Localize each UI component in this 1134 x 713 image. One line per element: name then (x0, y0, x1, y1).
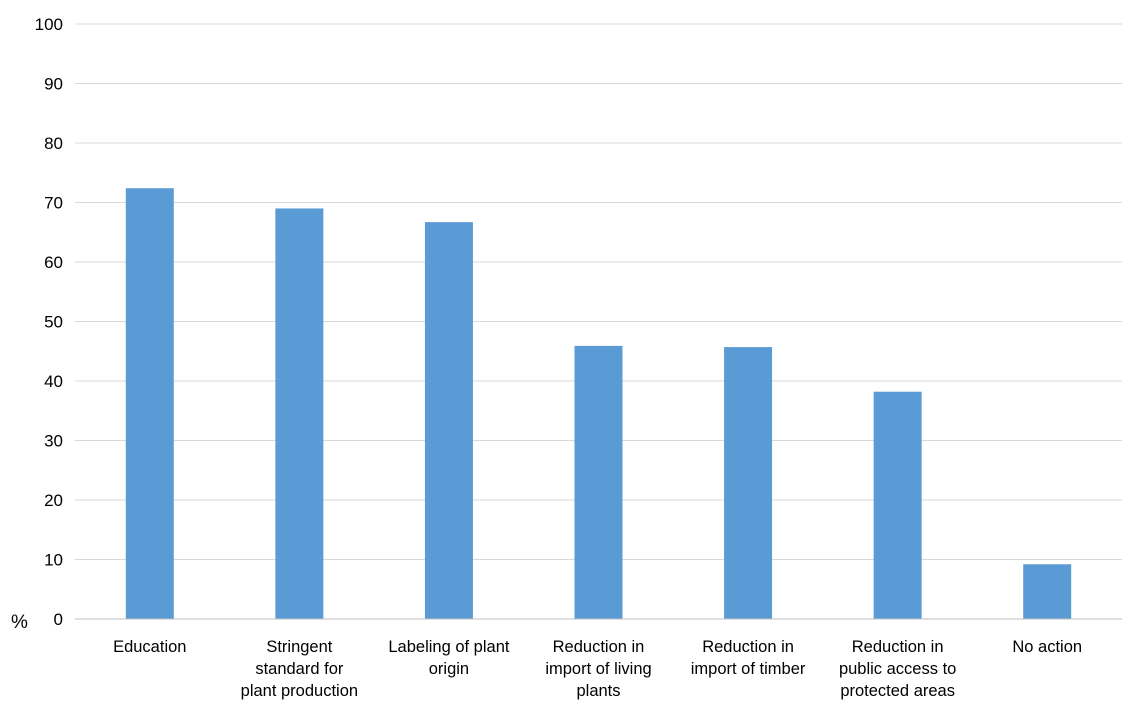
y-tick-label: 60 (44, 253, 63, 272)
x-category-label: Stringent standard for plant production (241, 638, 358, 700)
bar-0 (125, 188, 174, 619)
y-tick-label: 30 (44, 432, 63, 451)
y-axis-ticks: 0 10 20 30 40 50 60 70 80 90 100 (35, 15, 63, 629)
x-category-label: Reduction in import of timber (691, 638, 806, 678)
bar-1 (275, 208, 324, 619)
x-category-label: Reduction in import of living plants (545, 638, 651, 700)
y-tick-label: 40 (44, 372, 63, 391)
bar-3 (574, 345, 623, 619)
gridlines (75, 23, 1122, 560)
y-tick-label: 10 (44, 551, 63, 570)
y-tick-label: 80 (44, 134, 63, 153)
y-tick-label: 50 (44, 313, 63, 332)
y-tick-label: 0 (54, 610, 63, 629)
y-tick-label: 20 (44, 491, 63, 510)
bars (125, 188, 1072, 619)
x-axis-categories: Education Stringent standard for plant prod… (113, 638, 1082, 700)
y-unit-label: % (11, 612, 28, 633)
x-category-label: No action (1012, 638, 1082, 656)
y-tick-label: 100 (35, 15, 63, 34)
bar-6 (1023, 564, 1072, 619)
x-category-label: Reduction in public access to protected ar… (839, 638, 956, 700)
y-tick-label: 70 (44, 194, 63, 213)
bar-5 (873, 391, 922, 619)
x-category-label: Labeling of plant origin (388, 638, 510, 678)
bar-4 (724, 347, 773, 619)
x-category-label: Education (113, 638, 186, 656)
bar-2 (424, 222, 473, 619)
y-tick-label: 90 (44, 75, 63, 94)
